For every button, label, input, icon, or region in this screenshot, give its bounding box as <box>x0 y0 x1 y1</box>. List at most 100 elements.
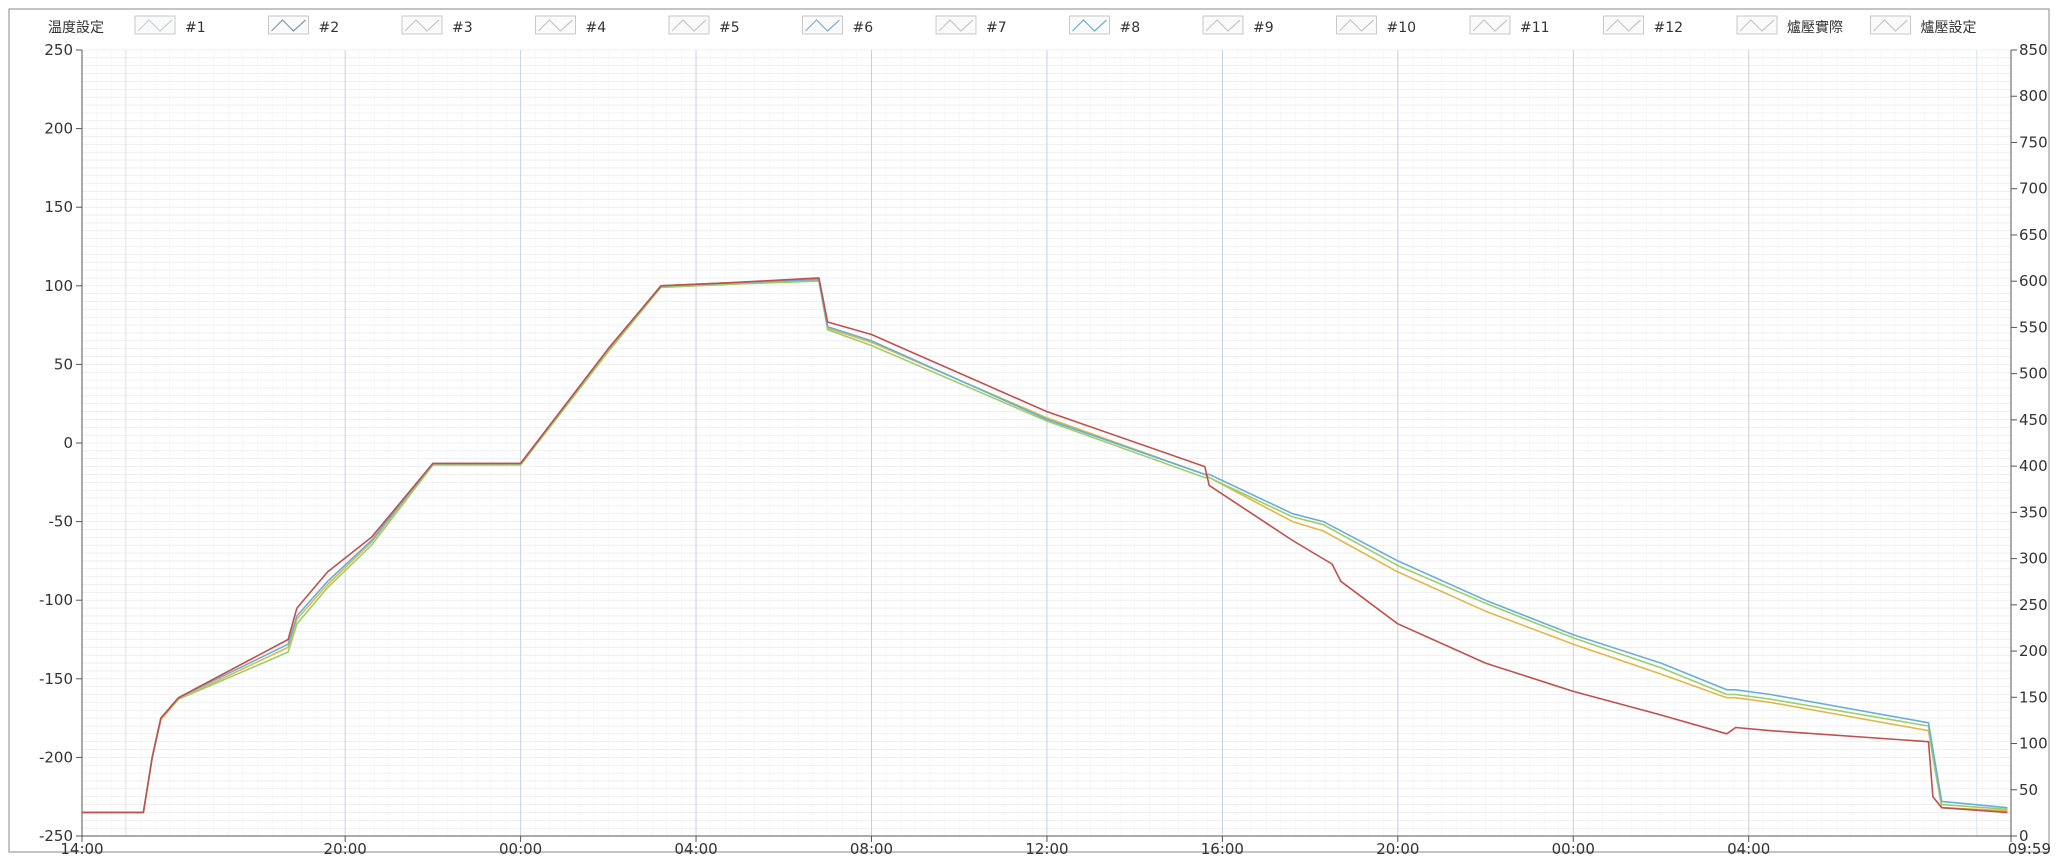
legend-entry: #5 <box>668 15 740 36</box>
y-right-tick-label: 150 <box>2019 688 2048 706</box>
legend-label: 爐壓設定 <box>1921 20 1977 36</box>
y-right-tick-label: 450 <box>2019 411 2048 429</box>
legend-label: #7 <box>986 20 1007 36</box>
legend-swatch <box>1603 15 1644 35</box>
legend-swatch-line <box>1205 19 1241 32</box>
x-tick-time: 00:00 <box>1552 840 1595 858</box>
y-left-tick-label: 200 <box>44 120 73 138</box>
x-tick-time: 20:00 <box>1376 840 1419 858</box>
x-tick-time: 00:00 <box>499 840 542 858</box>
y-right-tick-label: 800 <box>2019 87 2048 105</box>
legend-label: #12 <box>1654 20 1684 36</box>
y-right-tick-label: 200 <box>2019 642 2048 660</box>
legend-swatch <box>1469 15 1511 35</box>
y-right-tick-label: 700 <box>2019 180 2048 198</box>
y-right-tick-label: 0 <box>2019 827 2029 845</box>
legend-swatch <box>1870 15 1911 35</box>
legend-label: #1 <box>185 20 206 36</box>
legend-entry: #2 <box>268 15 340 36</box>
major-grid <box>125 50 1978 836</box>
y-left-tick-label: 50 <box>54 355 73 373</box>
legend-label: #3 <box>452 20 473 36</box>
legend-swatch <box>1736 15 1778 35</box>
legend-swatch-line <box>1472 19 1508 32</box>
legend-entry: #12 <box>1603 15 1684 36</box>
x-tick-time: 04:00 <box>1727 840 1770 858</box>
legend-swatch-line <box>137 19 173 32</box>
legend-entry: #11 <box>1469 15 1550 36</box>
legend-entry: #4 <box>535 15 607 36</box>
legend-label: #5 <box>719 20 740 36</box>
legend-label: #11 <box>1520 20 1550 36</box>
legend-title: 温度設定 <box>48 20 104 36</box>
x-tick-time: 20:00 <box>324 840 367 858</box>
series-line <box>82 280 2008 814</box>
legend-label: 爐壓實際 <box>1787 19 1843 36</box>
series-line <box>82 278 2008 814</box>
y-right-tick-label: 750 <box>2019 133 2048 151</box>
legend-swatch-line <box>1606 19 1641 32</box>
y-right-tick-label: 400 <box>2019 457 2048 475</box>
legend-label: #8 <box>1120 20 1141 36</box>
legend-swatch-line <box>671 19 707 32</box>
legend-swatch <box>802 15 843 35</box>
x-tick-time: 12:00 <box>1025 840 1068 858</box>
series-line <box>82 278 2008 814</box>
legend-swatch-line <box>538 19 573 32</box>
y-left-tick-label: -250 <box>39 827 73 845</box>
y-left-tick-label: 100 <box>44 277 73 295</box>
legend-label: #9 <box>1253 20 1274 36</box>
legend-entry: 爐壓實際 <box>1736 15 1843 36</box>
legend-swatch-line <box>271 19 306 32</box>
y-left-tick-label: -200 <box>39 748 73 766</box>
series-lines <box>82 277 2008 814</box>
y-left-tick-label: -150 <box>39 670 73 688</box>
y-left-tick-label: 250 <box>44 41 73 59</box>
y-right-tick-label: 650 <box>2019 226 2048 244</box>
legend-label: #4 <box>586 20 607 36</box>
x-tick-time: 09:59 <box>2008 840 2051 858</box>
legend-swatch <box>1069 15 1110 35</box>
legend-entry: #3 <box>401 15 473 36</box>
series-line <box>82 277 2008 814</box>
legend-swatch <box>401 15 443 35</box>
legend-swatch <box>935 15 977 35</box>
legend-swatch-line <box>404 19 440 32</box>
legend-label: #6 <box>853 20 874 36</box>
y-left-tick-label: -50 <box>49 513 74 531</box>
legend-swatch <box>134 15 176 35</box>
x-tick-time: 16:00 <box>1201 840 1244 858</box>
legend-swatch <box>535 15 576 35</box>
y-left-tick-label: 150 <box>44 198 73 216</box>
y-right-tick-label: 300 <box>2019 550 2048 568</box>
legend-swatch <box>1336 15 1377 35</box>
legend-label: #10 <box>1387 20 1417 36</box>
x-tick-time: 04:00 <box>674 840 717 858</box>
x-tick-time: 14:00 <box>60 840 103 858</box>
y-right-tick-label: 600 <box>2019 272 2048 290</box>
x-tick-time: 08:00 <box>850 840 893 858</box>
y-right-tick-label: 850 <box>2019 41 2048 59</box>
legend-entry: #6 <box>802 15 874 36</box>
legend-swatch-line <box>1873 19 1908 32</box>
legend-entry: #7 <box>935 15 1007 36</box>
y-right-tick-label: 50 <box>2019 781 2038 799</box>
legend-swatch <box>668 15 710 35</box>
legend-entry: #8 <box>1069 15 1141 36</box>
legend: 温度設定 #1 #2 #3 #4 #5 #6 #7 #8 #9 #10 #11 #12 爐壓實際 爐壓設定 <box>48 15 1977 36</box>
y-right-tick-label: 350 <box>2019 503 2048 521</box>
legend-entry: 爐壓設定 <box>1870 15 1977 36</box>
legend-entry: #9 <box>1202 15 1274 36</box>
legend-swatch-line <box>1339 19 1374 32</box>
legend-swatch-line <box>1072 19 1107 32</box>
y-right-tick-label: 500 <box>2019 365 2048 383</box>
chart-border <box>8 8 2050 853</box>
legend-swatch-line <box>1739 19 1775 32</box>
y-right-tick-label: 550 <box>2019 318 2048 336</box>
ticks: 250200150100500-50-100-150-200-250850800… <box>39 41 2051 858</box>
y-right-tick-label: 100 <box>2019 735 2048 753</box>
legend-swatch <box>1202 15 1244 35</box>
legend-swatch <box>268 15 309 35</box>
legend-label: #2 <box>319 20 340 36</box>
y-left-tick-label: -100 <box>39 591 73 609</box>
